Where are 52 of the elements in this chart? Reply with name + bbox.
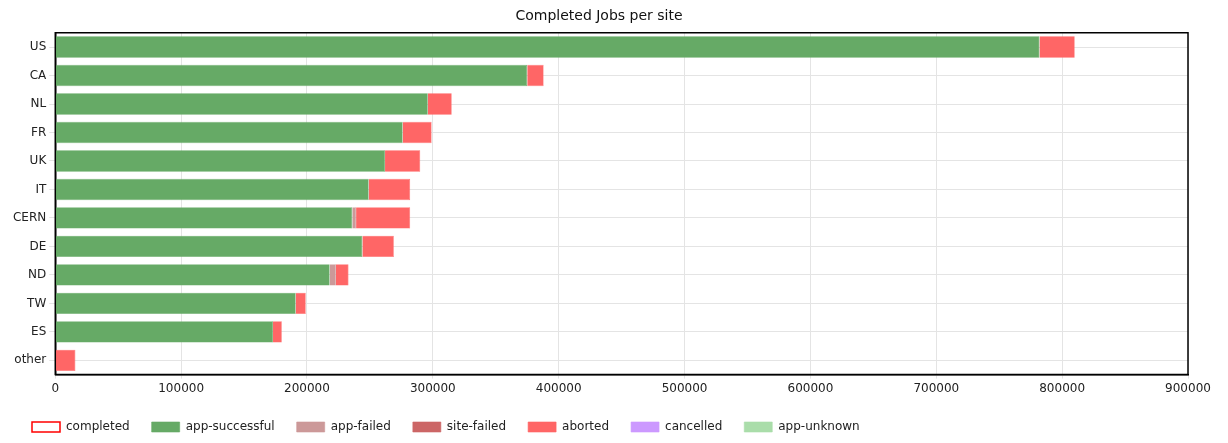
x-tick-label: 400000: [535, 380, 582, 395]
bar: [362, 235, 394, 258]
y-tick-label: CERN: [12, 210, 47, 225]
legend-label: app-failed: [330, 419, 391, 434]
bar: [385, 150, 421, 172]
x-tick-label: 600000: [787, 380, 834, 395]
y-tick-label: CA: [29, 67, 48, 82]
x-tick-label: 900000: [1165, 380, 1211, 395]
bar: [55, 264, 330, 286]
bar: [55, 36, 1040, 58]
y-tick-label: UK: [29, 153, 48, 168]
bar: [55, 121, 403, 144]
legend-label: completed: [66, 419, 130, 434]
x-tick-label: 0: [51, 380, 60, 395]
bar: [295, 292, 306, 315]
y-tick-label: IT: [35, 181, 47, 196]
x-tick-label: 500000: [661, 380, 708, 395]
legend-label: app-successful: [185, 419, 275, 434]
bar: [356, 207, 411, 229]
bar: [55, 207, 353, 229]
bar: [55, 150, 386, 172]
x-tick-label: 300000: [409, 380, 456, 395]
bar: [402, 121, 432, 144]
legend-label: cancelled: [665, 419, 723, 434]
bar: [55, 178, 369, 201]
y-tick-label: DE: [29, 238, 47, 253]
bar: [1039, 36, 1075, 58]
x-tick-label: 100000: [158, 380, 205, 395]
y-tick-label: NL: [30, 96, 47, 111]
y-tick-label: FR: [31, 124, 47, 139]
chart-title: Completed Jobs per site: [515, 7, 683, 24]
bar: [55, 235, 363, 258]
bar: [427, 93, 452, 115]
y-tick-label: TW: [26, 295, 47, 310]
y-tick-label: ES: [31, 324, 47, 338]
bar: [55, 64, 528, 87]
bar: [55, 321, 274, 343]
bar: [55, 292, 296, 315]
y-tick-label: other: [14, 352, 47, 367]
y-tick-label: US: [29, 39, 47, 54]
bar: [335, 264, 349, 286]
legend-label: site-failed: [446, 419, 507, 434]
x-tick-label: 800000: [1039, 380, 1086, 395]
bar: [55, 93, 428, 115]
bar: [55, 349, 76, 372]
bar: [368, 178, 411, 201]
legend-label: app-unknown: [778, 419, 860, 434]
bar: [527, 64, 544, 87]
y-tick-label: ND: [28, 267, 47, 282]
x-tick-label: 700000: [913, 380, 960, 395]
legend-label: aborted: [562, 419, 610, 434]
x-tick-label: 200000: [284, 380, 330, 395]
